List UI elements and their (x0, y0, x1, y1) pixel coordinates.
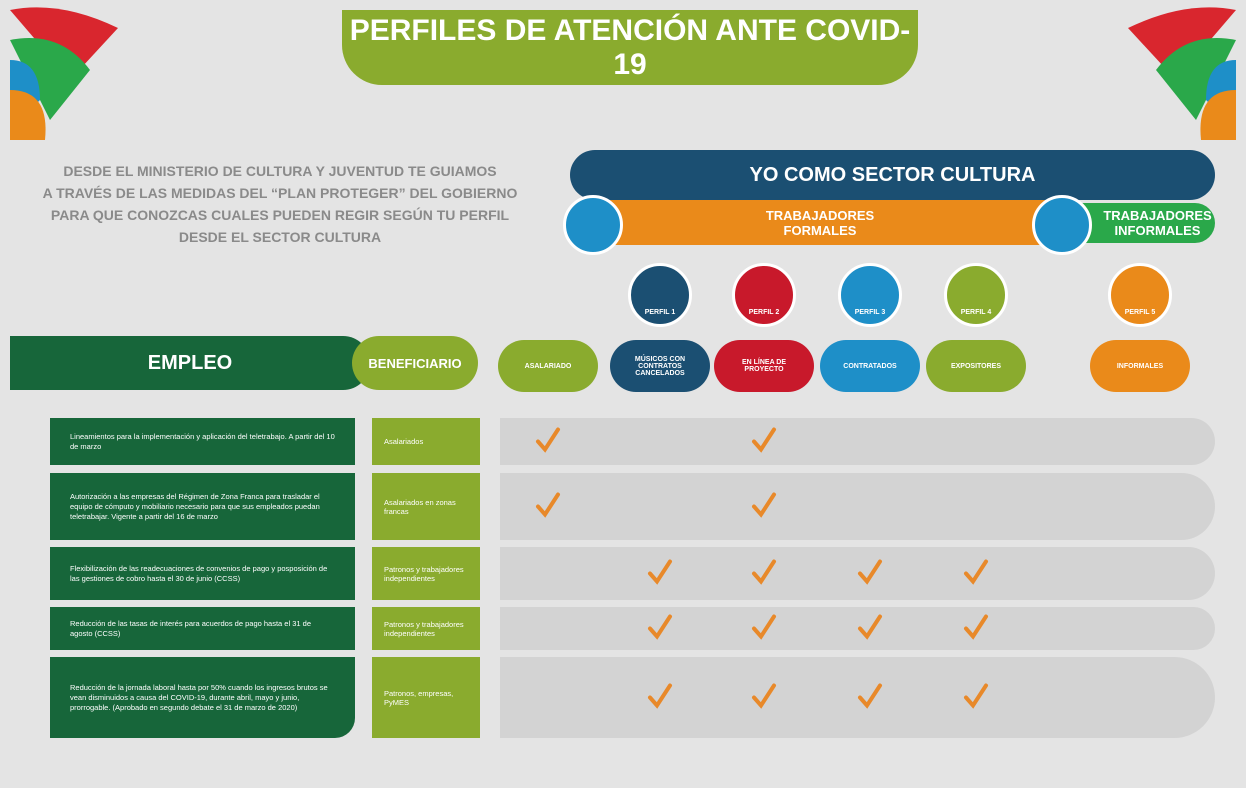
measure: Reducción de la jornada laboral hasta po… (50, 657, 355, 738)
row-bar (500, 473, 1215, 540)
measure: Autorización a las empresas del Régimen … (50, 473, 355, 540)
column-label: INFORMALES (1090, 340, 1190, 392)
profile-label: PERFIL 3 (854, 309, 886, 316)
beneficiary: Patronos, empresas, PyMES (372, 657, 480, 738)
profile-avatar: PERFIL 1 (628, 263, 692, 327)
profile-label: PERFIL 5 (1124, 309, 1156, 316)
intro-line: DESDE EL SECTOR CULTURA (178, 229, 382, 245)
row-bar (500, 657, 1215, 738)
row-bar (500, 547, 1215, 600)
sector-title: YO COMO SECTOR CULTURA (570, 150, 1215, 200)
column-label: EN LÍNEA DE PROYECTO (714, 340, 814, 392)
intro-line: PARA QUE CONOZCAS CUALES PUEDEN REGIR SE… (50, 207, 510, 223)
beneficiary: Patronos y trabajadores independientes (372, 607, 480, 650)
profile-label: PERFIL 2 (748, 309, 780, 316)
title: PERFILES DE ATENCIÓN ANTE COVID-19 (342, 10, 918, 85)
formal-label: TRABAJADORES FORMALES (590, 200, 1050, 245)
avatar (563, 195, 623, 255)
profile-avatar: PERFIL 5 (1108, 263, 1172, 327)
profile-label: PERFIL 1 (644, 309, 676, 316)
intro-line: A TRAVÉS DE LAS MEDIDAS DEL “PLAN PROTEG… (42, 185, 518, 201)
measure: Reducción de las tasas de interés para a… (50, 607, 355, 650)
section-header: EMPLEO (10, 336, 370, 390)
intro: DESDE EL MINISTERIO DE CULTURA Y JUVENTU… (40, 160, 520, 248)
intro-line: DESDE EL MINISTERIO DE CULTURA Y JUVENTU… (63, 163, 497, 179)
column-label: EXPOSITORES (926, 340, 1026, 392)
measure: Flexibilización de las readecuaciones de… (50, 547, 355, 600)
row-bar (500, 607, 1215, 650)
measure: Lineamientos para la implementación y ap… (50, 418, 355, 465)
beneficiary-header: BENEFICIARIO (352, 336, 478, 390)
beneficiary: Patronos y trabajadores independientes (372, 547, 480, 600)
beneficiary: Asalariados (372, 418, 480, 465)
column-label: CONTRATADOS (820, 340, 920, 392)
beneficiary: Asalariados en zonas francas (372, 473, 480, 540)
column-label: ASALARIADO (498, 340, 598, 392)
avatar (1032, 195, 1092, 255)
column-label: MÚSICOS CON CONTRATOS CANCELADOS (610, 340, 710, 392)
profile-label: PERFIL 4 (960, 309, 992, 316)
profile-avatar: PERFIL 4 (944, 263, 1008, 327)
profile-avatar: PERFIL 3 (838, 263, 902, 327)
profile-avatar: PERFIL 2 (732, 263, 796, 327)
row-bar (500, 418, 1215, 465)
